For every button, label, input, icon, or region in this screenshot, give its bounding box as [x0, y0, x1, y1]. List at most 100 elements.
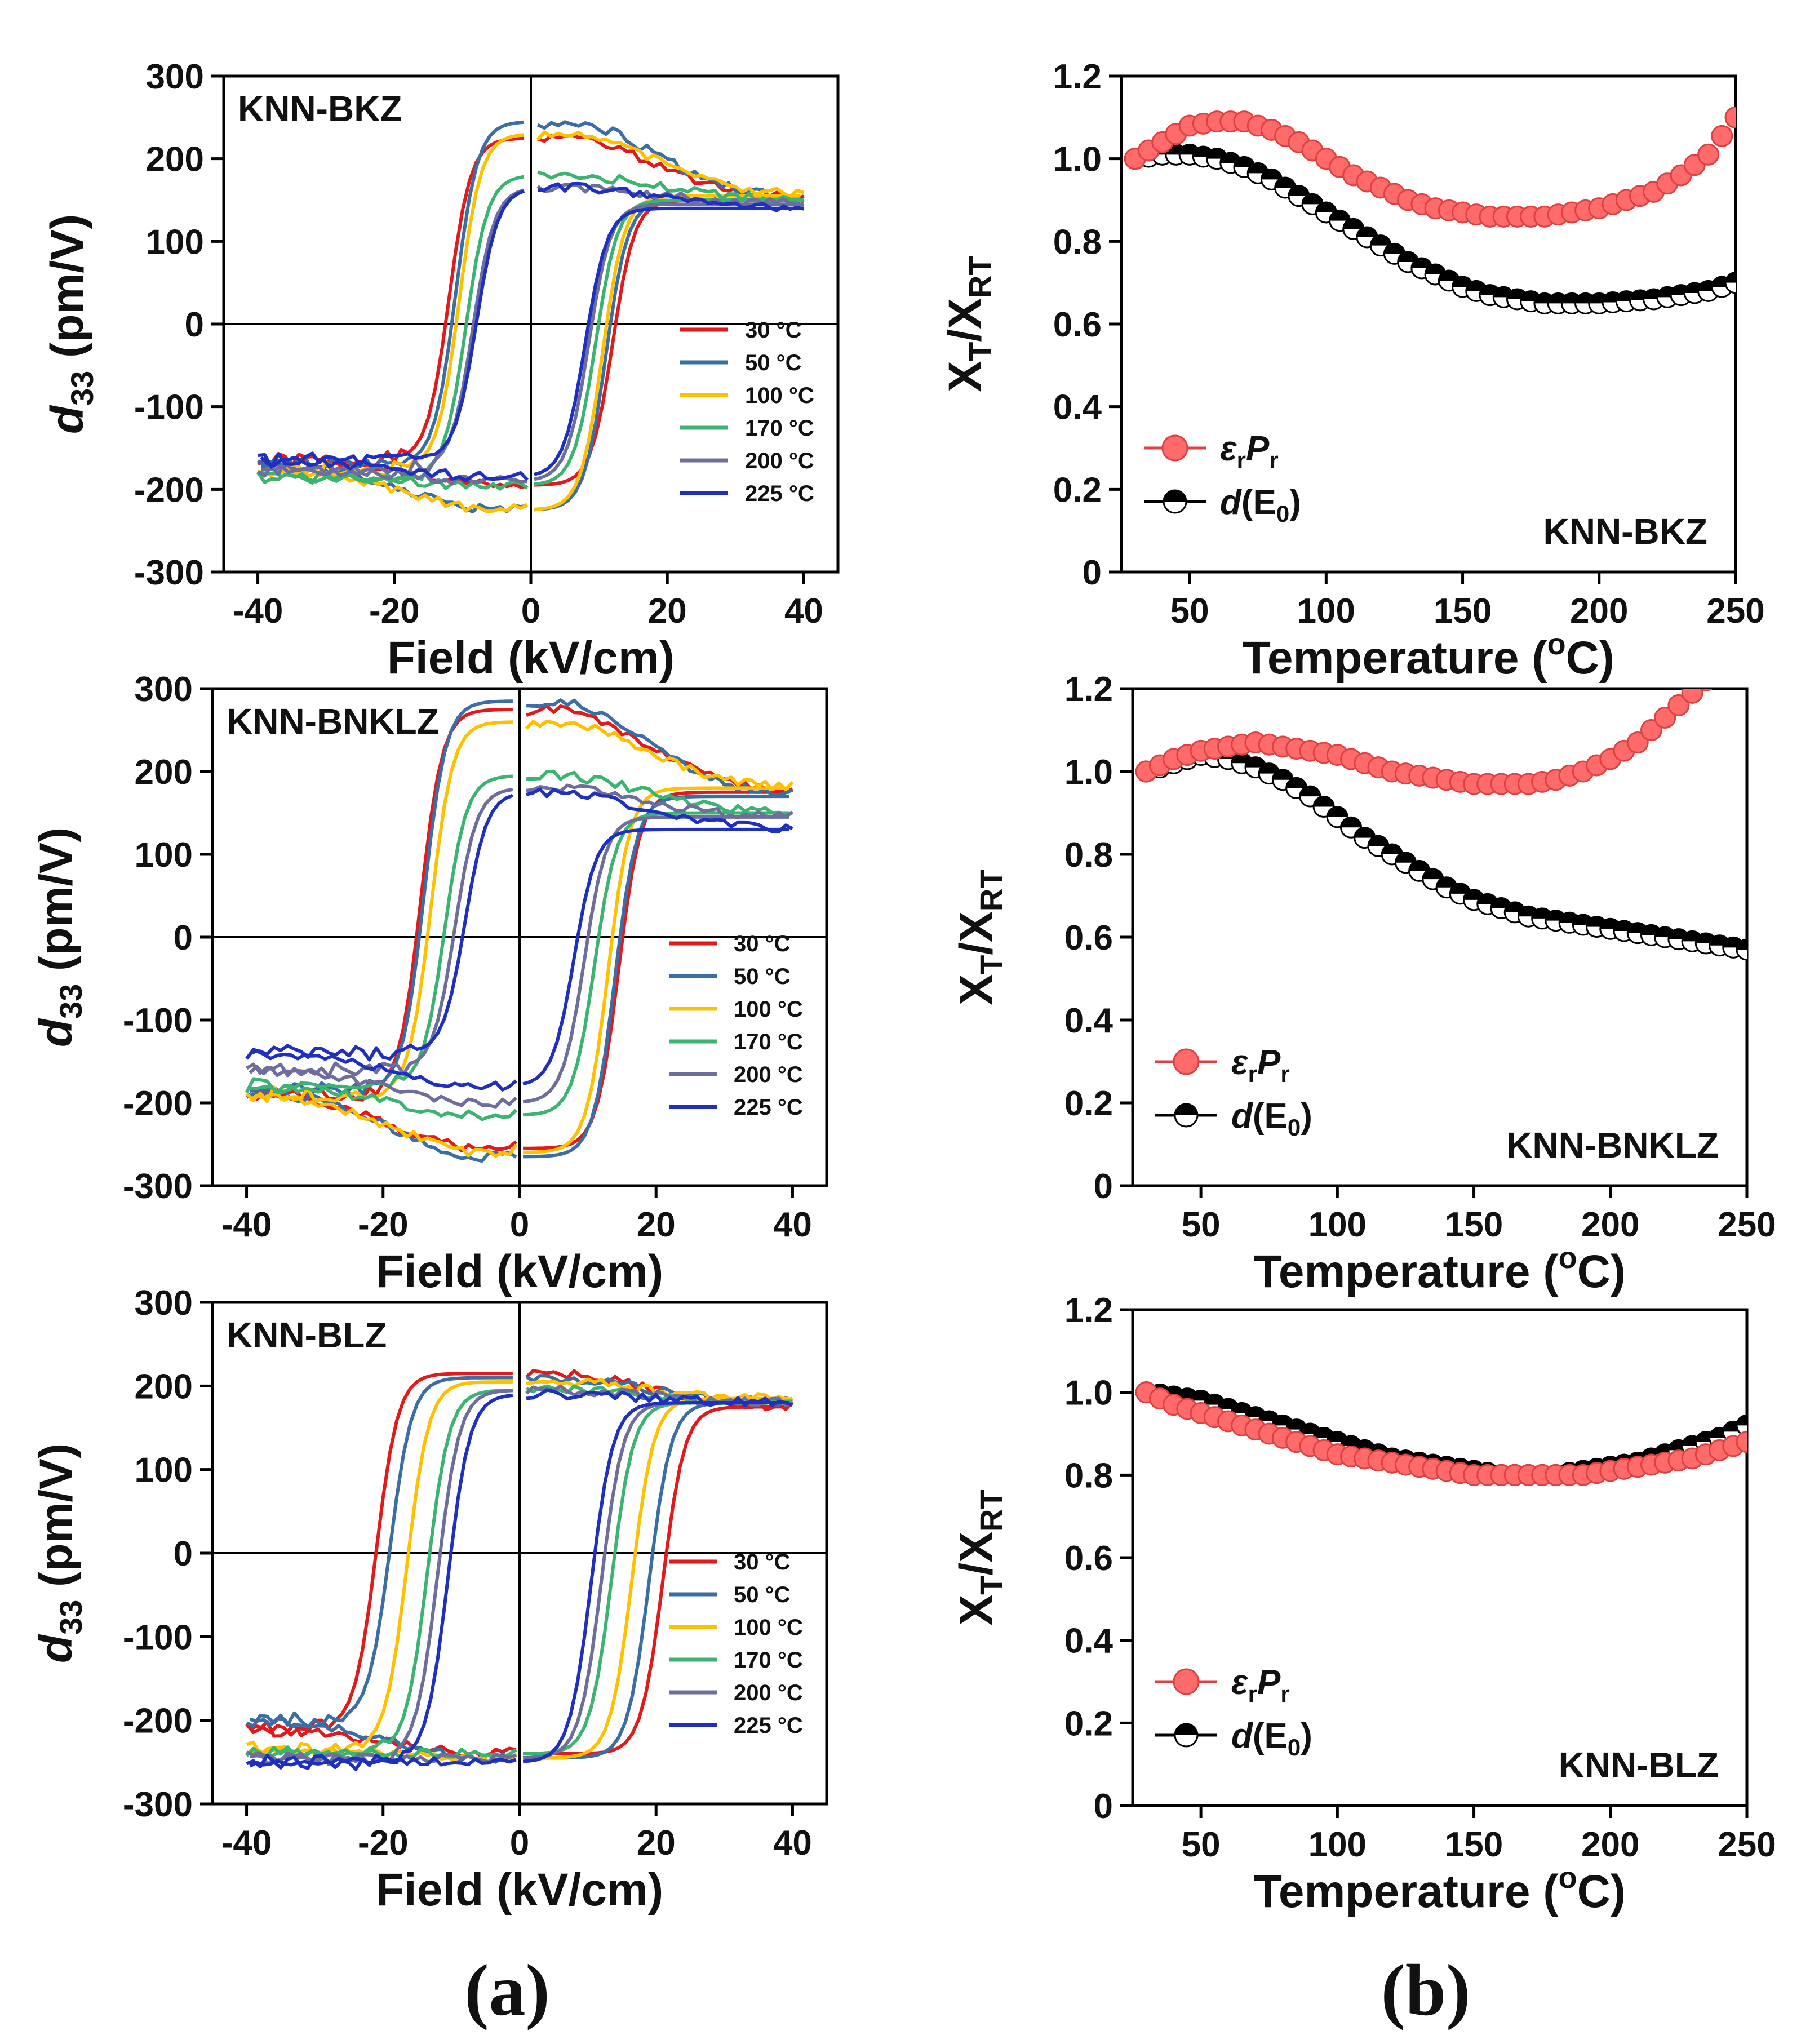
x-tick-label: -40	[221, 1824, 272, 1863]
x-tick-label: -20	[369, 592, 420, 631]
y-tick-label: 1.0	[1053, 140, 1102, 179]
y-tick-label: 300	[135, 670, 193, 709]
point-dE0-fill	[1288, 185, 1309, 196]
subfigure-label-a: (a)	[464, 1950, 550, 2031]
y-tick-label: -300	[123, 1785, 193, 1824]
panel-tag: KNN-BLZ	[227, 1315, 387, 1355]
chart-b3: 50 100 150 200 250 0 0.2 0.4 0.6 0.8 1.0 1.2 Tempera…	[951, 1291, 1776, 1917]
point-erPr	[1626, 731, 1649, 754]
x-tick-label: 150	[1445, 1825, 1503, 1864]
y-tick-label: -200	[123, 1702, 193, 1741]
y-tick-label: 1.2	[1064, 670, 1113, 709]
series-line-c170-branch-0	[245, 1389, 513, 1759]
point-dE0-fill	[1398, 252, 1418, 262]
x-axis-title: Temperature (oC)	[1254, 1241, 1626, 1297]
series-line-c100-branch-1	[536, 130, 805, 199]
legend-label: 200 °C	[734, 1681, 803, 1705]
x-axis-title: Field (kV/cm)	[387, 632, 675, 684]
y-tick-label: 200	[146, 140, 204, 179]
legend-label: 225 °C	[734, 1713, 803, 1738]
x-tick-label: 50	[1182, 1825, 1221, 1864]
point-dE0-fill	[1422, 869, 1443, 880]
x-axis-title: Field (kV/cm)	[376, 1864, 663, 1916]
legend-label: 170 °C	[734, 1030, 803, 1054]
y-tick-label: -100	[123, 1001, 193, 1040]
y-tick-label: 100	[135, 1451, 193, 1490]
panel-tag: KNN-BNKLZ	[227, 701, 439, 742]
y-tick-label: -100	[123, 1618, 193, 1657]
point-dE0-fill	[1425, 264, 1446, 274]
subfigure-label-b: (b)	[1381, 1950, 1471, 2031]
series-line-c225-branch-2	[522, 1401, 789, 1763]
x-tick-label: 250	[1706, 592, 1764, 631]
point-dE0-fill	[1248, 163, 1268, 174]
x-tick-label: 100	[1308, 1205, 1367, 1244]
legend-label: 225 °C	[734, 1095, 803, 1120]
point-dE0-fill	[1234, 157, 1254, 167]
series-line-c170-branch-1	[526, 769, 793, 815]
x-tick-label: 50	[1182, 1205, 1221, 1244]
x-tick-label: 0	[510, 1205, 529, 1244]
series-line-c170-branch-3	[250, 1084, 517, 1121]
series-line-c225-branch-1	[538, 181, 805, 212]
x-axis-title: Field (kV/cm)	[376, 1246, 663, 1297]
x-tick-label: 20	[637, 1824, 676, 1863]
series-line-c200-branch-3	[249, 1065, 517, 1109]
series-line-c225-branch-1	[526, 787, 793, 833]
y-tick-label: 0.4	[1064, 1001, 1113, 1040]
point-erPr	[1654, 706, 1676, 729]
y-tick-label: 0.2	[1064, 1084, 1113, 1123]
point-dE0-fill	[1450, 883, 1471, 894]
y-tick-label: 100	[135, 836, 193, 875]
y-tick-label: -200	[123, 1084, 193, 1123]
legend-label: 50 °C	[745, 351, 802, 375]
scatter-group	[1135, 1381, 1747, 1486]
x-tick-label: 200	[1581, 1205, 1639, 1244]
chart-b1: 50 100 150 200 250 0 0.2 0.4 0.6 0.8 1.0 1.2 Tempera…	[939, 57, 1765, 684]
legend-label-dE0: d(E0)	[1231, 1097, 1312, 1141]
point-dE0-fill	[1245, 757, 1266, 768]
y-tick-label: 0	[1094, 1787, 1113, 1826]
x-tick-label: -20	[358, 1824, 409, 1863]
y-tick-label: 0	[1083, 553, 1102, 592]
panel-tag: KNN-BKZ	[1543, 511, 1708, 552]
series-line-c170-branch-3	[261, 471, 529, 491]
x-axis-title: Temperature (oC)	[1243, 627, 1614, 684]
point-dE0-fill	[1314, 796, 1334, 807]
y-tick-label: 0	[174, 1535, 193, 1573]
point-erPr	[1697, 143, 1720, 166]
legend-label: 30 °C	[734, 1550, 791, 1575]
point-dE0-fill	[1299, 786, 1320, 797]
series-line-c225-branch-3	[249, 1756, 517, 1768]
y-axis-title: d33 (pm/V)	[30, 1443, 88, 1663]
point-dE0-fill	[1272, 769, 1293, 780]
series-line-c225-branch-3	[260, 456, 529, 482]
y-tick-label: 0.6	[1064, 919, 1113, 957]
x-axis-title: Temperature (oC)	[1254, 1861, 1626, 1917]
series-line-c225-branch-0	[246, 1393, 513, 1771]
point-dE0-fill	[1357, 227, 1377, 237]
point-dE0-fill	[1343, 219, 1364, 229]
point-erPr	[1698, 689, 1714, 691]
y-tick-label: 0.6	[1053, 305, 1102, 344]
point-dE0-fill	[1286, 778, 1307, 788]
point-dE0-fill	[1370, 235, 1391, 246]
y-axis-title: d33 (pm/V)	[30, 827, 88, 1047]
legend-label: 50 °C	[734, 1582, 791, 1607]
x-tick-label: 100	[1308, 1825, 1367, 1864]
x-tick-label: 250	[1718, 1825, 1776, 1864]
panel-tag: KNN-BLZ	[1559, 1745, 1719, 1785]
x-tick-label: 150	[1434, 592, 1492, 631]
legend-marker-dE0-fill	[1164, 490, 1186, 502]
point-dE0-fill	[1275, 178, 1296, 188]
y-tick-label: 200	[135, 1367, 193, 1406]
point-dE0-fill	[1737, 939, 1747, 950]
series-line-c225-branch-2	[534, 206, 801, 476]
y-tick-label: 0.8	[1064, 1456, 1113, 1495]
point-dE0-fill	[1354, 827, 1375, 838]
legend-marker-dE0-fill	[1175, 1724, 1197, 1735]
y-tick-label: 100	[146, 223, 204, 261]
